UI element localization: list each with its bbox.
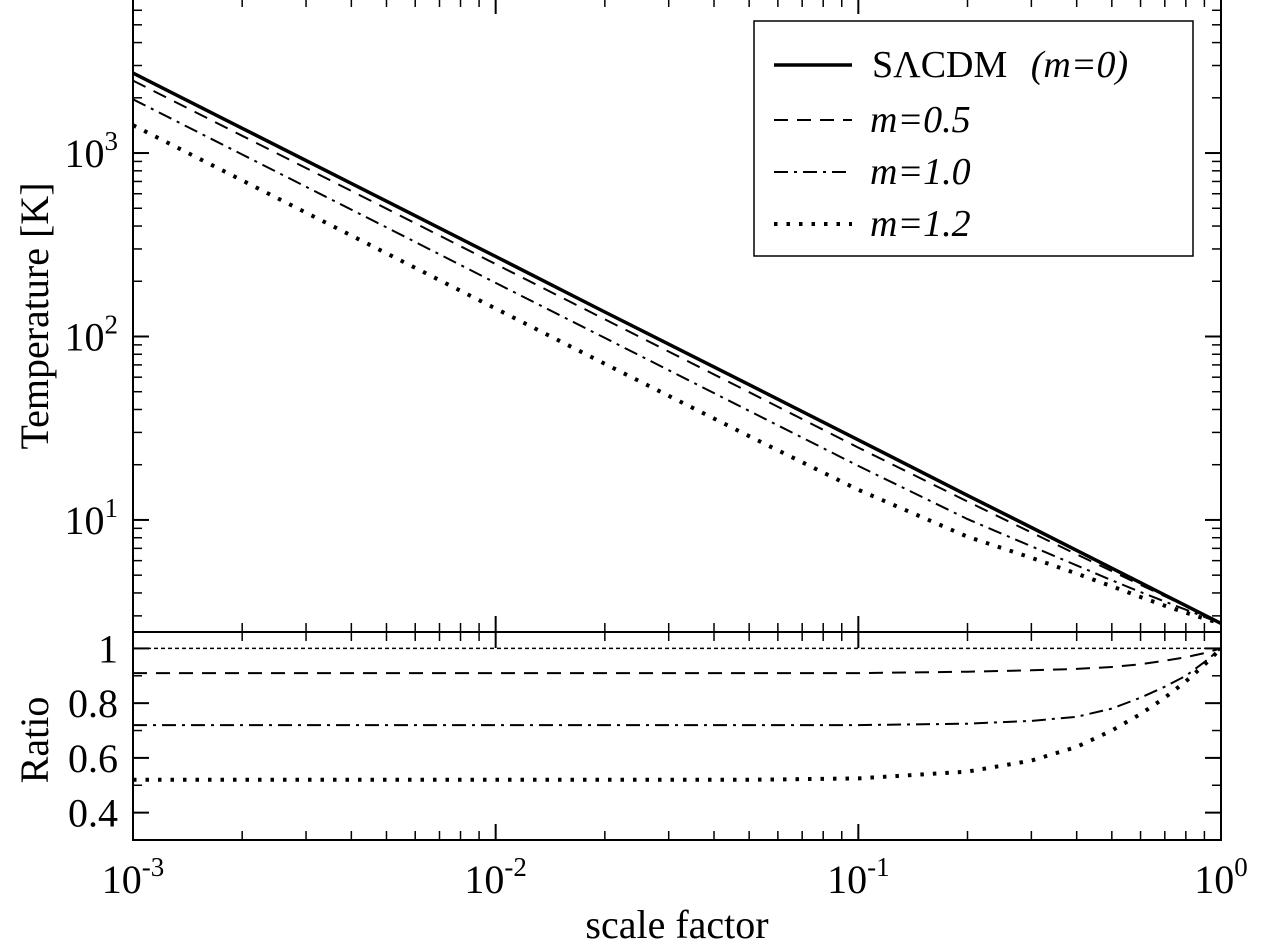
y-tick-label: 101: [65, 493, 119, 543]
legend-box: [753, 20, 1194, 257]
legend-label-m05: m=0.5: [870, 99, 971, 141]
y-tick-label: 102: [65, 309, 119, 359]
temperature-line-3: [132, 123, 1222, 626]
x-tick-label: 100: [1194, 852, 1248, 902]
legend-label-m12: m=1.2: [870, 203, 971, 245]
legend: SΛCDM (m=0) m=0.5 m=1.0 m=1.2: [753, 20, 1194, 257]
ratio-line-2: [133, 647, 1222, 727]
x-tick-label: 10-1: [827, 852, 890, 902]
top-ylabel: Temperature [K]: [12, 182, 57, 449]
x-tick-label: 10-3: [102, 852, 165, 902]
series-layer: [132, 71, 1223, 782]
y-tick-label: 103: [65, 126, 119, 176]
legend-label-scdm: SΛCDM (m=0): [872, 44, 1128, 86]
temperature-line-2: [132, 98, 1222, 625]
labels-layer: 10-3 10-2 10-1 100 101 102 103 0.4 0.6 0.8 1: [65, 126, 1248, 902]
bottom-ylabel: Ratio: [12, 697, 57, 784]
xlabel: scale factor: [585, 902, 768, 947]
legend-label-m10: m=1.0: [870, 151, 971, 193]
ratio-tick-label: 0.8: [68, 681, 118, 726]
ratio-tick-label: 1: [98, 626, 118, 671]
ratio-tick-label: 0.6: [68, 736, 118, 781]
ratio-line-1: [133, 647, 1222, 675]
temperature-line-0: [132, 71, 1222, 625]
x-tick-label: 10-2: [464, 852, 526, 902]
ratio-tick-label: 0.4: [68, 791, 118, 836]
ratio-line-3: [133, 646, 1223, 782]
bottom-plot-frame: [132, 631, 1222, 841]
temperature-line-1: [132, 79, 1222, 625]
